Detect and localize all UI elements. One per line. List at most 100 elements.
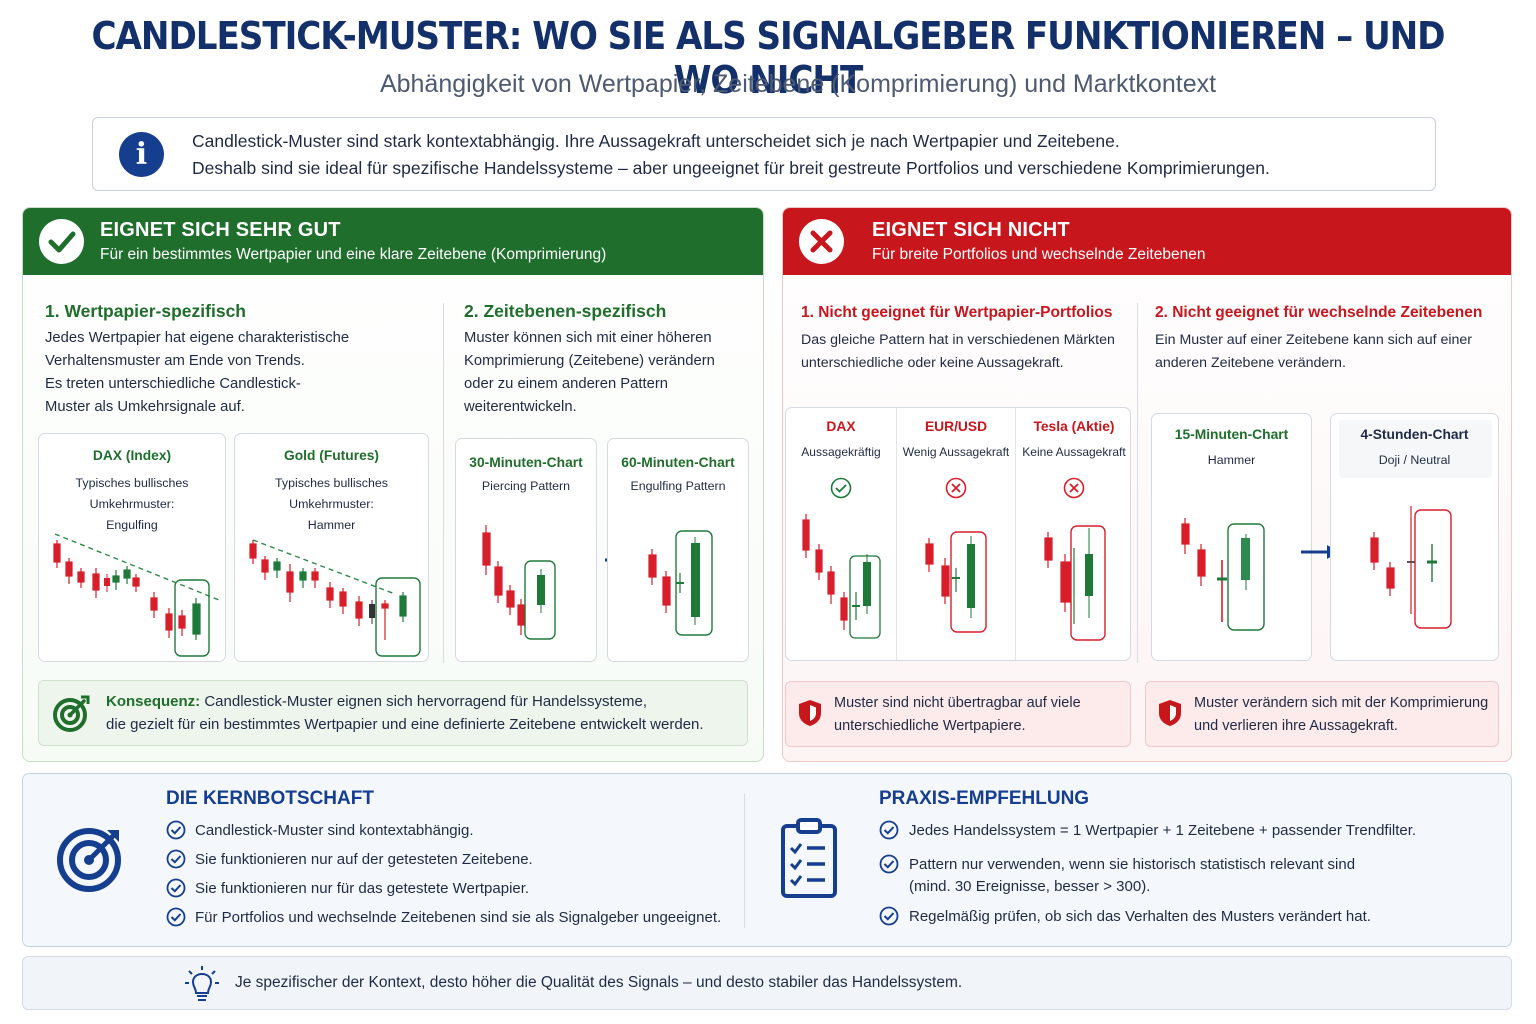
card-title: 15-Minuten-Chart xyxy=(1174,427,1289,442)
candlestick-chart-engulfing xyxy=(53,533,220,657)
market-title: DAX xyxy=(826,419,856,434)
summary-section: DIE KERNBOTSCHAFT Candlestick-Muster sin… xyxy=(22,773,1512,947)
section-security-line: Es treten unterschiedliche Candlestick- xyxy=(45,376,301,392)
section-timeframe-line: oder zu einem anderen Pattern xyxy=(464,376,668,392)
core-message-title: DIE KERNBOTSCHAFT xyxy=(166,788,374,809)
consequence-label: Konsequenz: xyxy=(106,693,201,710)
warning-line-1: Muster sind nicht übertragbar auf viele xyxy=(834,695,1081,711)
card-title: 30-Minuten-Chart xyxy=(469,455,583,470)
section-portfolio-text: Das gleiche Pattern hat in verschiedenen… xyxy=(801,329,1115,375)
candlestick-chart-hammer xyxy=(1181,518,1265,631)
cross-circle-icon xyxy=(945,477,967,499)
card-market-comparison: DAX Aussagekräftig EUR/USD W xyxy=(785,407,1131,661)
candlestick-chart-engulfing xyxy=(648,530,713,636)
info-line-1: Candlestick-Muster sind stark kontextabh… xyxy=(192,131,1120,151)
consequence-text: Candlestick-Muster eignen sich hervorrag… xyxy=(200,693,648,710)
section-portfolio-line: unterschiedliche oder keine Aussagekraft… xyxy=(801,355,1064,371)
section-timeframe-line: Komprimierung (Zeitebene) verändern xyxy=(464,353,715,369)
check-circle-icon xyxy=(879,854,899,874)
suitable-heading: EIGNET SICH SEHR GUT xyxy=(100,219,341,241)
clipboard-checklist-icon xyxy=(781,818,837,898)
card-line: Typisches bullisches xyxy=(75,476,189,490)
card-title: Gold (Futures) xyxy=(283,448,380,463)
section-timeframe-title: 2. Zeitebenen-spezifisch xyxy=(464,301,667,321)
card-title: DAX (Index) xyxy=(92,448,172,463)
section-timeframes-line: anderen Zeitebene verändern. xyxy=(1155,355,1346,371)
practice-item: Pattern nur verwenden, wenn sie historis… xyxy=(909,856,1356,873)
cross-icon xyxy=(799,219,844,264)
section-security-line: Verhaltensmuster am Ende von Trends. xyxy=(45,353,305,369)
consequence-line-2: die gezielt für ein bestimmtes Wertpapie… xyxy=(106,716,704,733)
check-circle-icon xyxy=(879,820,899,840)
checkmark-icon xyxy=(39,219,84,264)
market-column-tesla: Tesla (Aktie) Keine Aussagekraft xyxy=(1015,408,1130,660)
card-line: Hammer xyxy=(1207,453,1256,467)
warning-line-2: unterschiedliche Wertpapiere. xyxy=(834,718,1026,734)
divider xyxy=(443,303,444,663)
unsuitable-subheading: Für breite Portfolios und wechselnde Zei… xyxy=(872,246,1206,263)
candlestick-chart-hammer xyxy=(249,539,421,657)
consequence-line-1: Konsequenz: Candlestick-Muster eignen si… xyxy=(106,693,647,710)
check-circle-icon xyxy=(830,477,852,499)
card-line: Typisches bullisches xyxy=(275,476,388,490)
section-timeframe-line: weiterentwickeln. xyxy=(464,399,577,415)
market-title: Tesla (Aktie) xyxy=(1033,419,1115,434)
page-subtitle: Abhängigkeit von Wertpapier, Zeitebene (… xyxy=(379,70,1217,98)
market-verdict: Aussagekräftig xyxy=(801,445,881,459)
core-item: Sie funktionieren nur für das getestete … xyxy=(195,880,530,897)
section-timeframe-line: Muster können sich mit einer höheren xyxy=(464,330,712,346)
section-security-line: Jedes Wertpapier hat eigene charakterist… xyxy=(45,330,350,346)
divider xyxy=(1137,303,1138,663)
target-icon xyxy=(57,828,121,892)
unsuitable-header: EIGNET SICH NICHT Für breite Portfolios … xyxy=(783,208,1511,275)
shield-warning-icon xyxy=(799,700,821,726)
market-verdict: Keine Aussagekraft xyxy=(1022,445,1126,459)
card-title: 4-Stunden-Chart xyxy=(1360,427,1469,442)
card-line: Piercing Pattern xyxy=(481,479,571,493)
candlestick-chart-tesla xyxy=(1044,525,1106,641)
practice-item: (mind. 30 Ereignisse, besser > 300). xyxy=(909,878,1151,895)
suitable-panel: EIGNET SICH SEHR GUT Für ein bestimmtes … xyxy=(22,207,764,762)
candlestick-chart-dax xyxy=(802,514,881,639)
section-security-text: Jedes Wertpapier hat eigene charakterist… xyxy=(45,327,349,419)
practice-item: Jedes Handelssystem = 1 Wertpapier + 1 Z… xyxy=(909,822,1417,839)
market-verdict: Wenig Aussagekraft xyxy=(902,445,1010,459)
check-circle-icon xyxy=(166,820,186,840)
page-title: CANDLESTICK-MUSTER: WO SIE ALS SIGNALGEB… xyxy=(91,14,1446,102)
core-item: Candlestick-Muster sind kontextabhängig. xyxy=(195,822,474,839)
check-circle-icon xyxy=(166,907,186,927)
lightbulb-icon xyxy=(185,966,219,1001)
warning-box-securities: Muster sind nicht übertragbar auf viele … xyxy=(785,681,1131,747)
check-circle-icon xyxy=(166,878,186,898)
section-security-line: Muster als Umkehrsignale auf. xyxy=(45,399,245,415)
practice-title: PRAXIS-EMPFEHLUNG xyxy=(879,788,1090,809)
section-timeframes-text: Ein Muster auf einer Zeitebene kann sich… xyxy=(1155,329,1472,375)
card-15-minute-chart: 15-Minuten-Chart Hammer xyxy=(1151,413,1312,661)
info-line-2: Deshalb sind sie ideal für spezifische H… xyxy=(192,158,1270,178)
unsuitable-heading: EIGNET SICH NICHT xyxy=(872,219,1070,241)
card-header-background xyxy=(1339,420,1492,478)
card-line: Hammer xyxy=(307,518,356,532)
section-security-title: 1. Wertpapier-spezifisch xyxy=(45,301,246,321)
candlestick-chart-doji xyxy=(1370,506,1452,629)
card-title: 60-Minuten-Chart xyxy=(621,455,735,470)
candlestick-chart-eurusd xyxy=(925,531,987,633)
info-box: i Candlestick-Muster sind stark kontexta… xyxy=(92,117,1436,191)
card-line: Engulfing Pattern xyxy=(630,479,726,493)
check-circle-icon xyxy=(879,906,899,926)
card-dax-index: DAX (Index) Typisches bullisches Umkehrm… xyxy=(38,433,226,662)
card-30-minute-chart: 30-Minuten-Chart Piercing Pattern xyxy=(455,438,597,662)
cross-circle-icon xyxy=(1063,477,1085,499)
card-gold-futures: Gold (Futures) Typisches bullisches Umke… xyxy=(234,433,429,662)
section-timeframes-title: 2. Nicht geeignet für wechselnde Zeitebe… xyxy=(1155,304,1483,321)
footer-text: Je spezifischer der Kontext, desto höher… xyxy=(235,974,963,991)
section-timeframes-line: Ein Muster auf einer Zeitebene kann sich… xyxy=(1155,332,1473,348)
suitable-header: EIGNET SICH SEHR GUT Für ein bestimmtes … xyxy=(23,208,763,275)
footer-tip: Je spezifischer der Kontext, desto höher… xyxy=(22,956,1512,1010)
candlestick-chart-piercing xyxy=(482,525,556,640)
card-line: Engulfing xyxy=(106,518,158,532)
section-portfolio-line: Das gleiche Pattern hat in verschiedenen… xyxy=(801,332,1115,348)
divider xyxy=(744,794,745,928)
check-circle-icon xyxy=(166,849,186,869)
warning-line-2: und verlieren ihre Aussagekraft. xyxy=(1194,718,1398,734)
